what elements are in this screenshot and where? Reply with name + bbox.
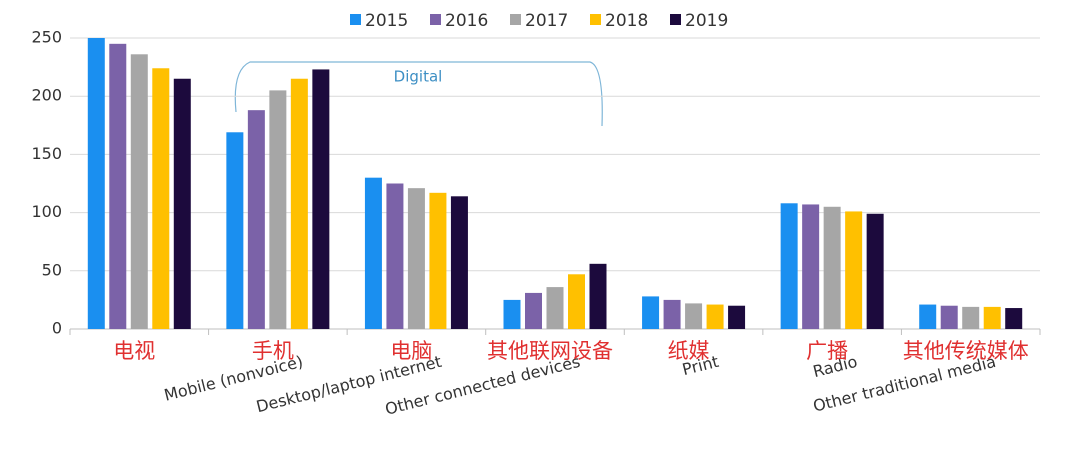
x-tick-label: 电视 <box>113 339 155 363</box>
legend-label: 2017 <box>525 11 568 31</box>
x-tick-label: 其他联网设备 <box>487 339 613 363</box>
bar <box>450 196 468 329</box>
bar <box>152 68 170 329</box>
bar <box>642 296 660 329</box>
x-tick-label: 电脑 <box>390 339 432 363</box>
legend-swatch <box>510 14 521 25</box>
y-tick-label: 100 <box>31 202 62 221</box>
bar <box>568 274 585 329</box>
y-tick-label: 250 <box>31 28 62 47</box>
y-tick-label: 150 <box>31 144 62 163</box>
x-tick-label: 其他传统媒体 <box>903 339 1029 363</box>
legend-label: 2019 <box>685 11 728 31</box>
legend-label: 2015 <box>365 11 408 31</box>
legend-swatch <box>430 14 441 25</box>
x-tick-label: 纸媒 <box>668 339 710 363</box>
bar <box>983 306 1001 329</box>
y-tick-label: 0 <box>52 319 62 338</box>
bar <box>823 206 841 329</box>
bar <box>525 292 542 329</box>
x-tick-label: 手机 <box>252 339 294 363</box>
y-tick-label: 50 <box>42 260 62 279</box>
legend-label: 2016 <box>445 11 488 31</box>
bar <box>247 110 265 329</box>
bar <box>503 299 521 329</box>
bar <box>589 263 607 329</box>
bar <box>269 90 287 329</box>
legend-swatch <box>590 14 601 25</box>
bar <box>386 183 404 329</box>
legend-swatch <box>670 14 681 25</box>
bar <box>780 203 798 329</box>
bar <box>706 304 724 329</box>
bar <box>173 78 191 330</box>
bar <box>802 204 820 329</box>
bar <box>940 305 958 329</box>
bar <box>290 78 308 330</box>
bar <box>87 38 105 329</box>
bar <box>663 299 681 329</box>
bar <box>1005 308 1023 329</box>
bar <box>546 287 564 329</box>
bar <box>919 304 937 329</box>
y-tick-label: 200 <box>31 86 62 105</box>
x-tick-label: 广播 <box>806 339 848 363</box>
annotation: Digital <box>394 68 443 86</box>
bar <box>109 43 127 329</box>
legend-swatch <box>350 14 361 25</box>
bar <box>962 306 980 329</box>
bar <box>226 132 244 329</box>
bar <box>312 69 330 329</box>
legend-label: 2018 <box>605 11 648 31</box>
bar <box>728 305 746 329</box>
bar <box>845 211 863 329</box>
bar <box>130 54 148 330</box>
bar <box>407 188 425 329</box>
digital-bracket <box>234 61 603 127</box>
bar <box>364 177 382 329</box>
bar <box>685 303 703 329</box>
bar <box>429 192 447 329</box>
bar <box>866 213 884 329</box>
